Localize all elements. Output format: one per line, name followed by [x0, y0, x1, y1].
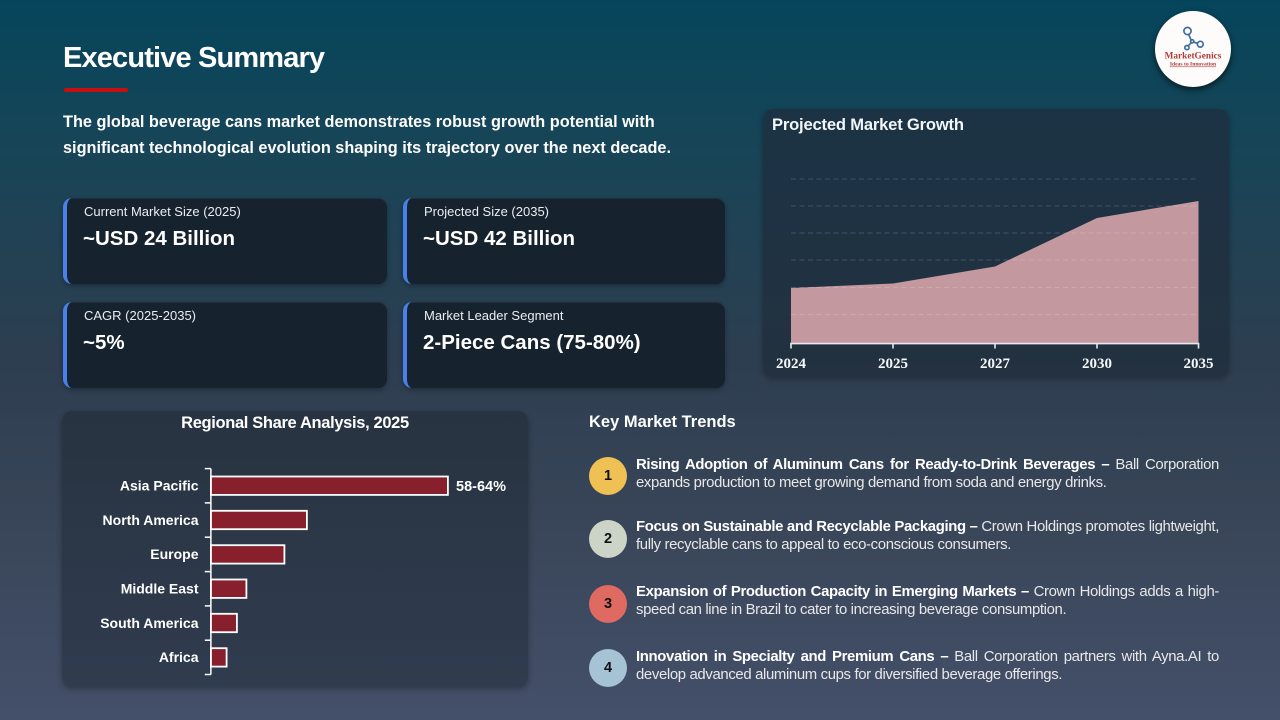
svg-text:2024: 2024: [776, 356, 807, 372]
svg-text:Asia Pacific: Asia Pacific: [120, 478, 199, 494]
svg-text:Middle East: Middle East: [121, 581, 199, 597]
svg-text:North America: North America: [103, 512, 199, 528]
svg-text:Africa: Africa: [159, 649, 199, 665]
svg-text:2025: 2025: [878, 356, 908, 372]
svg-text:Ideas to Innovation: Ideas to Innovation: [1170, 62, 1217, 68]
svg-text:South America: South America: [100, 615, 198, 631]
svg-text:2035: 2035: [1184, 356, 1214, 372]
svg-text:2030: 2030: [1082, 356, 1112, 372]
svg-text:MarketGenics: MarketGenics: [1165, 52, 1222, 62]
svg-text:Europe: Europe: [150, 546, 198, 562]
svg-text:2027: 2027: [980, 356, 1011, 372]
svg-text:58-64%: 58-64%: [456, 479, 506, 495]
